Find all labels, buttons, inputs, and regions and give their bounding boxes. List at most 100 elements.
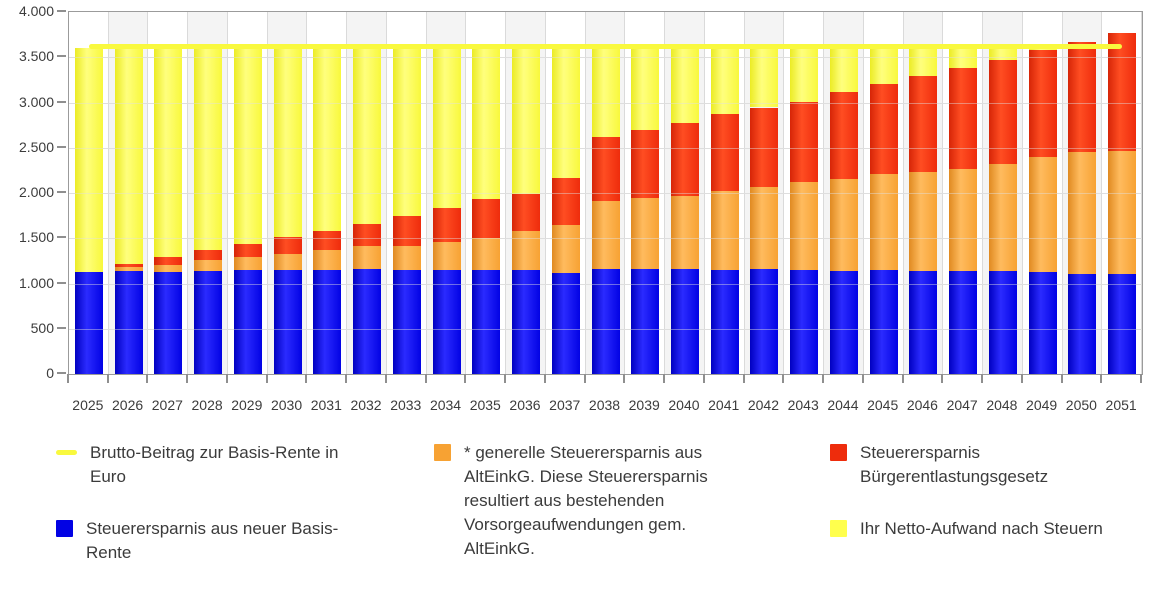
legend-item-buergerentlastungsgesetz: Steuerersparnis Bürgerentlastungsgesetz: [830, 441, 1150, 489]
bar-segment-2040-s3: [670, 48, 699, 124]
bar-segment-2034-s0: [432, 270, 461, 374]
red-square-swatch-icon: [830, 444, 847, 461]
gridline-overlay: [69, 283, 1142, 285]
x-axis-label: 2027: [151, 397, 183, 413]
bar-segment-2050-s1: [1068, 151, 1097, 274]
bar-segment-2033-s0: [392, 269, 421, 374]
x-axis-label: 2028: [191, 397, 223, 413]
bar-segment-2044-s3: [829, 48, 858, 92]
bar-segment-2030-s0: [273, 270, 302, 374]
x-axis-label: 2049: [1026, 397, 1058, 413]
gridline-overlay: [69, 102, 1142, 104]
x-axis-tick: [146, 374, 149, 383]
bar-segment-2032-s3: [353, 48, 382, 224]
bar-segment-2028-s1: [194, 260, 223, 272]
brutto-beitrag-line: [88, 44, 1123, 50]
bar-segment-2035-s0: [472, 269, 501, 374]
bar-segment-2046-s1: [909, 171, 938, 272]
y-axis-label: 3.500: [18, 48, 54, 65]
bar-segment-2043-s3: [790, 48, 819, 102]
legend-label: * generelle Steuerersparnis aus AltEinkG…: [464, 443, 708, 558]
bar-segment-2025-s0: [74, 271, 103, 374]
bar-segment-2045-s1: [869, 173, 898, 271]
bar-segment-2048-s1: [988, 163, 1017, 271]
bar-segment-2029-s3: [233, 48, 262, 245]
y-axis-label: 2.500: [18, 138, 54, 155]
bar-segment-2031-s0: [313, 270, 342, 374]
bar-segment-2027-s0: [154, 271, 183, 374]
y-axis-tick: [57, 236, 66, 239]
bar-segment-2035-s1: [472, 237, 501, 270]
y-axis-label: 4.000: [18, 3, 54, 19]
bar-segment-2048-s2: [988, 59, 1017, 164]
bar-segment-2040-s2: [670, 123, 699, 196]
x-axis-tick: [742, 374, 745, 383]
legend-item-generelle-steuerersparnis: * generelle Steuerersparnis aus AltEinkG…: [434, 441, 734, 561]
y-axis-tick: [57, 326, 66, 329]
bar-segment-2037-s3: [551, 48, 580, 178]
y-axis-tick: [57, 10, 66, 12]
x-axis-label: 2044: [827, 397, 859, 413]
bar-segment-2036-s1: [512, 231, 541, 270]
x-axis-label: 2043: [787, 397, 819, 413]
x-axis-tick: [345, 374, 348, 383]
x-axis-tick: [106, 374, 109, 383]
bar-segment-2046-s3: [909, 48, 938, 77]
bar-segment-2043-s0: [790, 269, 819, 374]
legend-column-2: * generelle Steuerersparnis aus AltEinkG…: [434, 441, 734, 561]
orange-square-swatch-icon: [434, 444, 451, 461]
bar-segment-2035-s3: [472, 48, 501, 200]
bar-segment-2044-s1: [829, 178, 858, 271]
bar-segment-2042-s3: [750, 48, 779, 108]
x-axis-tick: [941, 374, 944, 383]
x-axis-label: 2038: [588, 397, 621, 413]
bar-segment-2043-s1: [790, 182, 819, 270]
legend-column-1: Brutto-Beitrag zur Basis-Rente in Euro S…: [56, 441, 366, 565]
x-axis-tick: [67, 374, 69, 383]
y-axis-tick: [57, 145, 66, 148]
x-axis-tick: [1060, 374, 1063, 383]
x-axis-tick: [1100, 374, 1103, 383]
x-axis-label: 2042: [747, 397, 780, 413]
bar-segment-2028-s0: [194, 271, 223, 374]
x-axis-label: 2048: [986, 397, 1018, 413]
bar-segment-2046-s2: [909, 76, 938, 172]
x-axis-label: 2033: [390, 397, 422, 413]
bar-segment-2043-s2: [790, 101, 819, 183]
bar-segment-2029-s0: [233, 270, 262, 374]
bar-segment-2030-s1: [273, 253, 302, 271]
gridline-overlay: [69, 147, 1142, 149]
bar-segment-2049-s3: [1028, 48, 1057, 51]
x-axis-tick: [384, 374, 387, 383]
bar-segment-2028-s2: [194, 250, 223, 261]
bar-segment-2044-s2: [829, 91, 858, 179]
bar-segment-2036-s2: [512, 193, 541, 232]
x-axis-tick: [504, 374, 507, 383]
bar-segment-2027-s2: [154, 257, 183, 265]
bar-segment-2048-s3: [988, 48, 1017, 60]
yellow-square-swatch-icon: [830, 520, 847, 537]
y-axis-label: 0: [46, 365, 54, 381]
x-axis-label: 2039: [628, 397, 660, 413]
bar-segment-2026-s0: [114, 270, 143, 374]
bar-segment-2032-s0: [353, 269, 382, 374]
bar-segment-2031-s1: [313, 250, 342, 271]
y-axis-tick: [57, 372, 66, 374]
x-axis-label: 2045: [867, 397, 899, 413]
x-axis-tick: [305, 374, 308, 383]
bar-segment-2037-s1: [551, 224, 580, 274]
yellow-line-swatch-icon: [56, 450, 77, 455]
x-axis-label: 2036: [509, 397, 541, 413]
bar-segment-2038-s2: [591, 137, 620, 201]
x-axis-label: 2035: [469, 397, 501, 413]
bar-segment-2039-s3: [631, 48, 660, 130]
x-axis-tick: [782, 374, 785, 383]
bar-segment-2033-s3: [392, 48, 421, 216]
x-axis-label: 2030: [270, 397, 303, 413]
bar-segment-2032-s2: [353, 223, 382, 247]
bar-segment-2044-s0: [829, 270, 858, 374]
legend-item-steuerersparnis-basis-rente: Steuerersparnis aus neuer Basis-Rente: [56, 517, 366, 565]
gridline-overlay: [69, 57, 1142, 59]
bar-segment-2038-s1: [591, 200, 620, 269]
x-axis-tick: [1020, 374, 1023, 383]
